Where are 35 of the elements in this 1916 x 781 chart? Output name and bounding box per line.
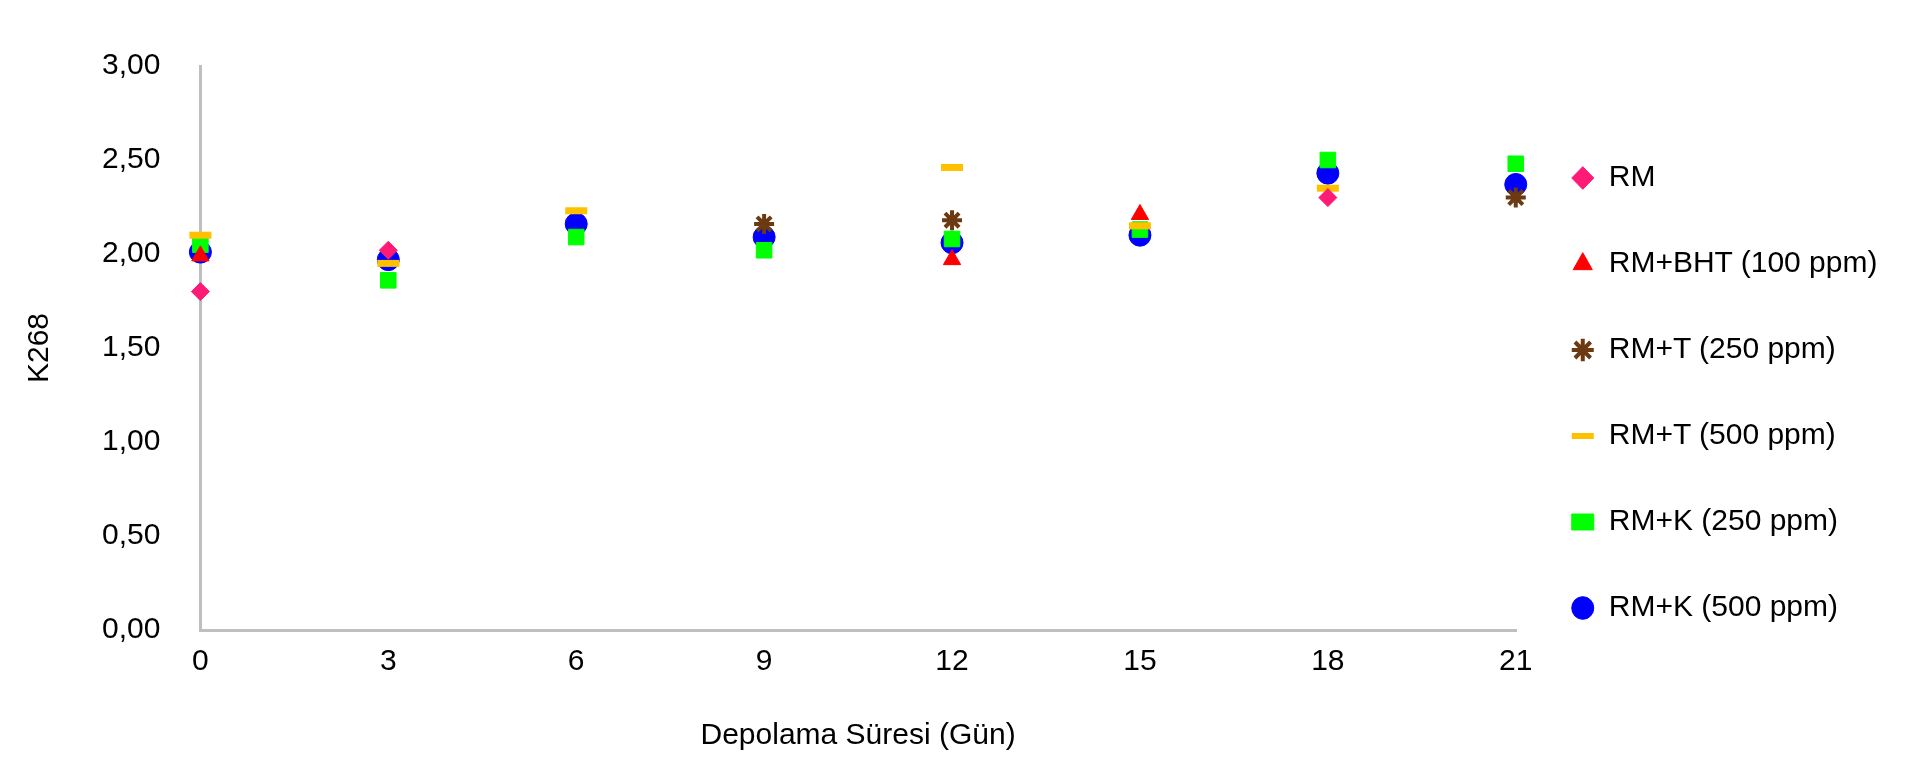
y-tick-label: 2,50 [102, 141, 161, 175]
point [752, 211, 777, 236]
point [190, 282, 210, 302]
point [1319, 151, 1337, 169]
x-axis-title: Depolama Süresi (Gün) [700, 717, 1016, 751]
legend-label: RM [1608, 159, 1656, 193]
x-tick-label: 9 [755, 643, 773, 677]
legend-label: RM+T (250 ppm) [1608, 331, 1836, 365]
point [380, 272, 397, 289]
point [378, 240, 398, 260]
legend-label: RM+K (250 ppm) [1608, 503, 1839, 537]
point [1507, 155, 1525, 173]
point [1130, 204, 1150, 221]
x-tick-label: 3 [379, 643, 397, 677]
point [567, 228, 585, 246]
legend-label: RM+BHT (100 ppm) [1608, 245, 1878, 279]
x-tick-label: 6 [567, 643, 585, 677]
point [755, 241, 773, 259]
x-tick-label: 12 [935, 643, 969, 677]
legend-label: RM+T (500 ppm) [1608, 417, 1836, 451]
x-tick-label: 0 [192, 643, 209, 677]
y-tick-label: 0,00 [102, 611, 161, 645]
point [1503, 185, 1528, 210]
x-tick-label: 18 [1311, 643, 1345, 677]
point [940, 208, 965, 233]
x-tick-label: 15 [1123, 643, 1157, 677]
y-tick-label: 1,50 [102, 329, 161, 363]
x-tick-label: 21 [1499, 643, 1533, 677]
y-tick-label: 3,00 [102, 47, 161, 81]
y-tick-label: 1,00 [102, 423, 161, 457]
legend-label: RM+K (500 ppm) [1608, 589, 1839, 623]
y-axis-title: K268 [21, 312, 55, 384]
y-tick-label: 2,00 [102, 235, 161, 269]
point [1318, 188, 1338, 208]
y-tick-label: 0,50 [102, 517, 161, 551]
